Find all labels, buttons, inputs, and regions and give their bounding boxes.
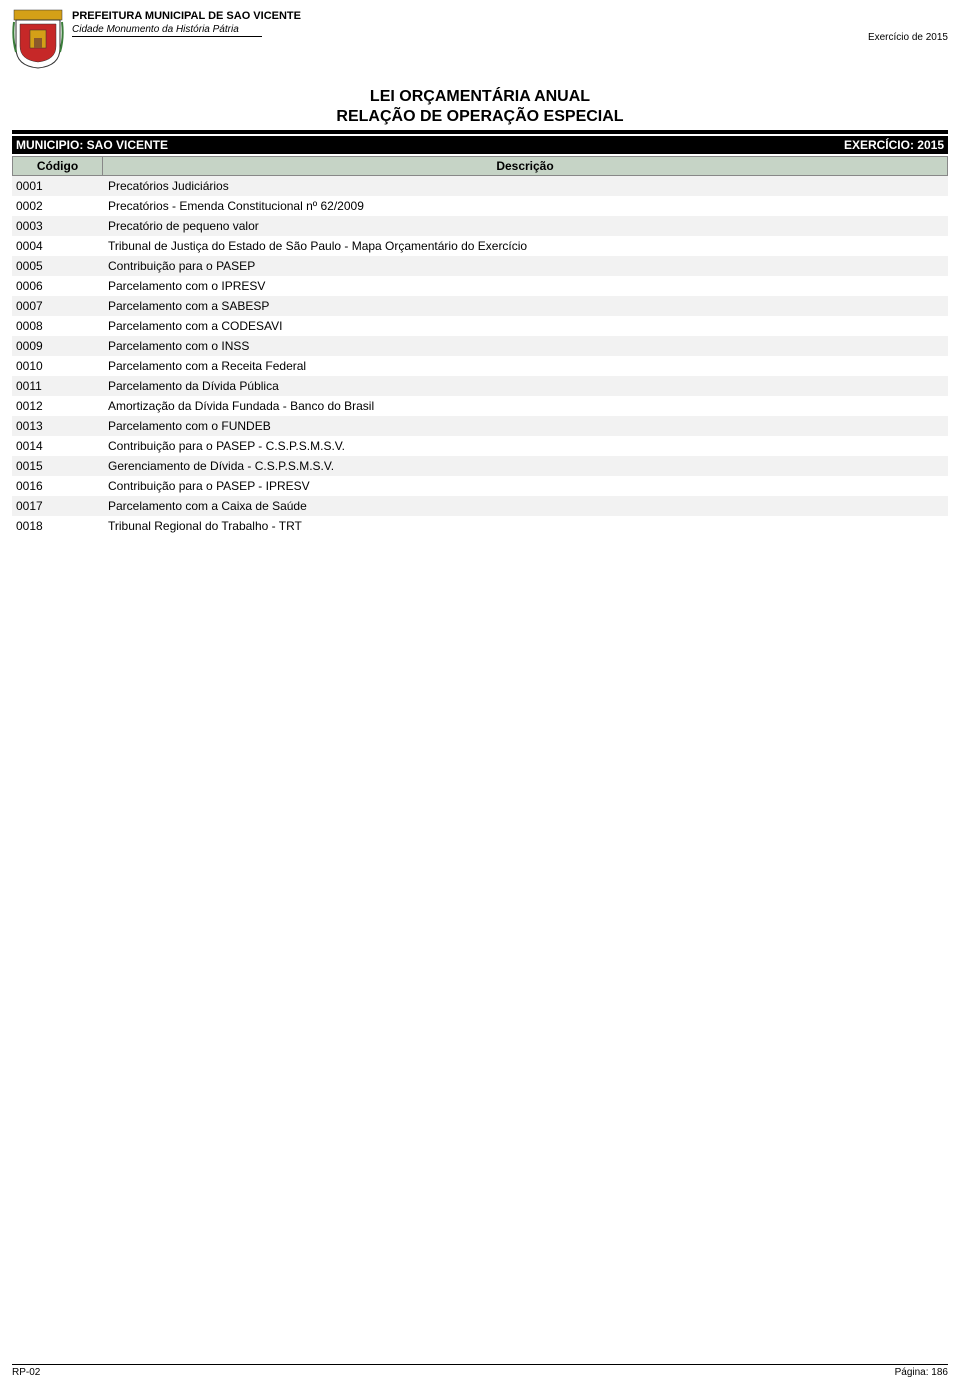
cell-codigo: 0003 [12,219,102,233]
coat-of-arms-icon [12,8,64,70]
cell-codigo: 0018 [12,519,102,533]
muni-bar: MUNICIPIO: SAO VICENTE EXERCÍCIO: 2015 [12,136,948,154]
table-row: 0018Tribunal Regional do Trabalho - TRT [12,516,948,536]
cell-codigo: 0013 [12,419,102,433]
cell-descricao: Precatórios Judiciários [102,179,948,193]
table-row: 0014Contribuição para o PASEP - C.S.P.S.… [12,436,948,456]
table-row: 0003Precatório de pequeno valor [12,216,948,236]
table-row: 0006Parcelamento com o IPRESV [12,276,948,296]
column-header-descricao: Descrição [103,157,947,175]
tagline: Cidade Monumento da História Pátria [72,24,860,35]
cell-codigo: 0004 [12,239,102,253]
cell-descricao: Parcelamento com a CODESAVI [102,319,948,333]
cell-descricao: Contribuição para o PASEP - IPRESV [102,479,948,493]
exercise-year: Exercício de 2015 [868,32,948,43]
cell-codigo: 0005 [12,259,102,273]
table-row: 0002Precatórios - Emenda Constitucional … [12,196,948,216]
cell-descricao: Parcelamento com a Receita Federal [102,359,948,373]
cell-descricao: Parcelamento com o IPRESV [102,279,948,293]
header-row: PREFEITURA MUNICIPAL DE SAO VICENTE Cida… [12,8,948,70]
column-header-codigo: Código [13,157,103,175]
title-line2: RELAÇÃO DE OPERAÇÃO ESPECIAL [12,108,948,126]
footer-left: RP-02 [12,1367,40,1378]
muni-bar-right: EXERCÍCIO: 2015 [844,138,944,152]
table-row: 0005Contribuição para o PASEP [12,256,948,276]
table-row: 0010Parcelamento com a Receita Federal [12,356,948,376]
title-block: LEI ORÇAMENTÁRIA ANUAL RELAÇÃO DE OPERAÇ… [12,88,948,126]
cell-codigo: 0002 [12,199,102,213]
cell-codigo: 0009 [12,339,102,353]
cell-descricao: Contribuição para o PASEP [102,259,948,273]
table-row: 0013Parcelamento com o FUNDEB [12,416,948,436]
cell-codigo: 0007 [12,299,102,313]
footer: RP-02 Página: 186 [12,1364,948,1378]
cell-descricao: Parcelamento com o INSS [102,339,948,353]
cell-codigo: 0014 [12,439,102,453]
table-row: 0007Parcelamento com a SABESP [12,296,948,316]
table-row: 0012Amortização da Dívida Fundada - Banc… [12,396,948,416]
table-row: 0004Tribunal de Justiça do Estado de São… [12,236,948,256]
cell-descricao: Parcelamento com a SABESP [102,299,948,313]
cell-descricao: Amortização da Dívida Fundada - Banco do… [102,399,948,413]
cell-codigo: 0017 [12,499,102,513]
header-text-block: PREFEITURA MUNICIPAL DE SAO VICENTE Cida… [72,8,860,37]
cell-descricao: Gerenciamento de Dívida - C.S.P.S.M.S.V. [102,459,948,473]
cell-codigo: 0016 [12,479,102,493]
tagline-underline [72,36,262,37]
cell-codigo: 0008 [12,319,102,333]
table-row: 0017Parcelamento com a Caixa de Saúde [12,496,948,516]
cell-descricao: Contribuição para o PASEP - C.S.P.S.M.S.… [102,439,948,453]
table-row: 0008Parcelamento com a CODESAVI [12,316,948,336]
cell-descricao: Parcelamento com o FUNDEB [102,419,948,433]
cell-descricao: Tribunal de Justiça do Estado de São Pau… [102,239,948,253]
cell-descricao: Precatórios - Emenda Constitucional nº 6… [102,199,948,213]
cell-codigo: 0010 [12,359,102,373]
title-line1: LEI ORÇAMENTÁRIA ANUAL [12,88,948,106]
table-row: 0016Contribuição para o PASEP - IPRESV [12,476,948,496]
cell-descricao: Precatório de pequeno valor [102,219,948,233]
cell-codigo: 0011 [12,379,102,393]
table-row: 0001Precatórios Judiciários [12,176,948,196]
cell-descricao: Parcelamento com a Caixa de Saúde [102,499,948,513]
cell-codigo: 0006 [12,279,102,293]
cell-descricao: Parcelamento da Dívida Pública [102,379,948,393]
table-row: 0015Gerenciamento de Dívida - C.S.P.S.M.… [12,456,948,476]
rows-container: 0001Precatórios Judiciários0002Precatóri… [12,176,948,536]
cell-codigo: 0012 [12,399,102,413]
muni-bar-left: MUNICIPIO: SAO VICENTE [16,138,168,152]
org-name: PREFEITURA MUNICIPAL DE SAO VICENTE [72,10,860,22]
footer-right: Página: 186 [895,1367,948,1378]
cell-descricao: Tribunal Regional do Trabalho - TRT [102,519,948,533]
column-header-row: Código Descrição [12,156,948,176]
double-rule [12,130,948,134]
cell-codigo: 0015 [12,459,102,473]
table-row: 0011Parcelamento da Dívida Pública [12,376,948,396]
cell-codigo: 0001 [12,179,102,193]
table-row: 0009Parcelamento com o INSS [12,336,948,356]
